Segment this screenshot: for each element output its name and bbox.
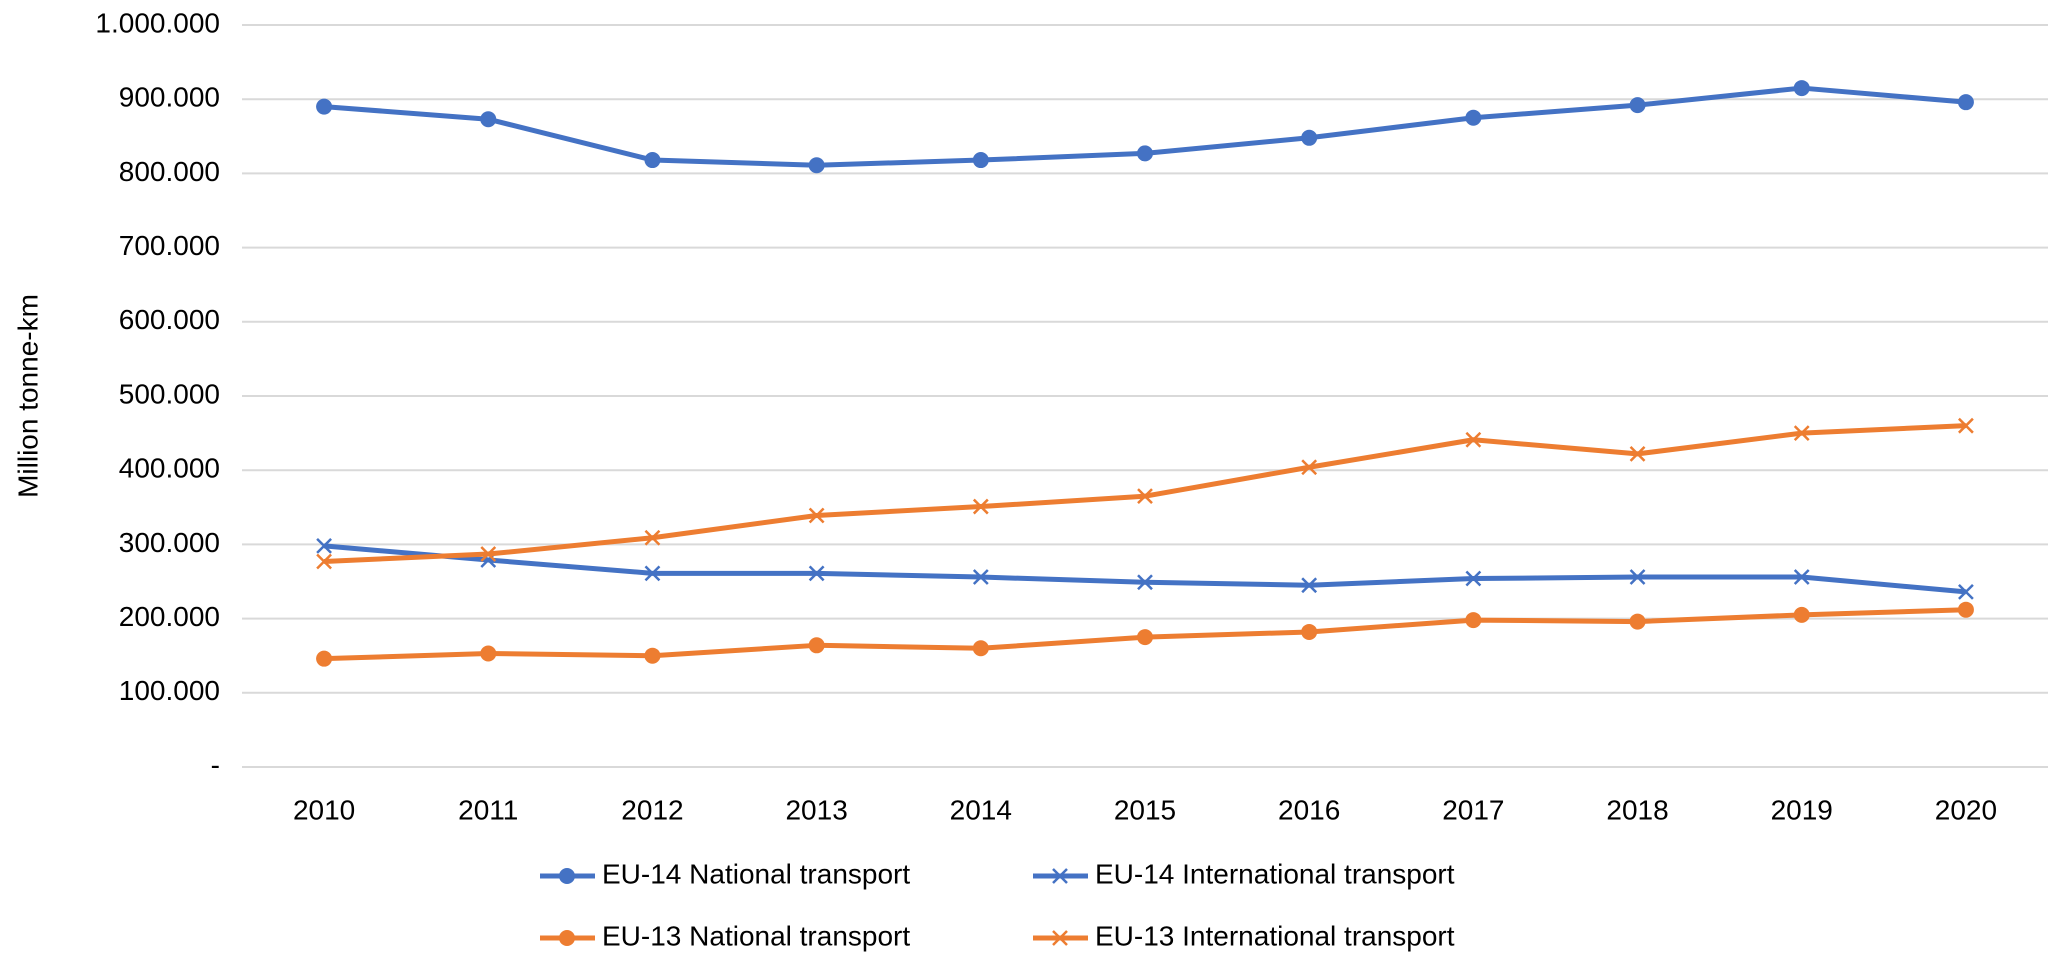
point — [644, 152, 661, 169]
point — [1793, 425, 1810, 441]
y-tick-label: 100.000 — [119, 675, 220, 706]
x-tick-label: 2018 — [1606, 794, 1668, 825]
legend-label: EU-14 International transport — [1095, 858, 1455, 889]
point — [972, 569, 989, 585]
point — [316, 538, 332, 554]
point — [1793, 569, 1810, 585]
point — [1958, 584, 1974, 600]
point — [1629, 445, 1646, 462]
x-tick-label: 2012 — [621, 794, 683, 825]
y-axis-label: Million tonne-km — [12, 294, 43, 498]
point — [1301, 623, 1318, 640]
point — [1465, 109, 1482, 126]
point — [316, 98, 333, 115]
point — [1301, 577, 1318, 594]
series-line — [323, 423, 1967, 564]
point — [1629, 569, 1646, 585]
point — [1958, 417, 1974, 434]
point — [808, 507, 825, 524]
point — [644, 565, 661, 582]
x-tick-label: 2014 — [950, 794, 1012, 825]
y-tick-label: 900.000 — [119, 82, 220, 113]
series-line — [323, 543, 1967, 595]
y-tick-label: 800.000 — [119, 156, 220, 187]
point — [316, 650, 333, 667]
point — [1793, 80, 1810, 97]
y-tick-label: 200.000 — [119, 601, 220, 632]
point — [480, 546, 497, 562]
x-tick-label: 2016 — [1278, 794, 1340, 825]
point — [1301, 459, 1318, 476]
point — [808, 637, 825, 654]
y-tick-label: 700.000 — [119, 230, 220, 261]
point — [1137, 488, 1153, 505]
y-tick-label: - — [211, 749, 220, 780]
point — [1629, 97, 1646, 114]
y-tick-label: 600.000 — [119, 304, 220, 335]
y-tick-label: 1.000.000 — [95, 7, 220, 38]
x-tick-label: 2010 — [293, 794, 355, 825]
point — [808, 157, 825, 174]
legend-label: EU-14 National transport — [602, 858, 910, 889]
point — [1137, 629, 1153, 646]
point — [559, 868, 575, 884]
x-tick-label: 2019 — [1771, 794, 1833, 825]
point — [1793, 606, 1810, 623]
point — [1465, 570, 1482, 587]
y-tick-label: 400.000 — [119, 453, 220, 484]
point — [972, 640, 989, 657]
point — [1301, 129, 1318, 146]
point — [1465, 612, 1482, 629]
point — [480, 645, 497, 662]
point — [1629, 613, 1646, 630]
x-tick-label: 2015 — [1114, 794, 1176, 825]
point — [1957, 601, 1974, 618]
point — [972, 152, 989, 169]
x-tick-label: 2020 — [1935, 794, 1997, 825]
y-tick-label: 500.000 — [119, 378, 220, 409]
point — [644, 529, 661, 546]
point — [316, 553, 332, 570]
point — [1137, 574, 1153, 591]
x-tick-label: 2013 — [785, 794, 847, 825]
point — [1465, 431, 1482, 448]
legend-label: EU-13 International transport — [1095, 920, 1455, 951]
point — [559, 930, 575, 946]
point — [972, 498, 989, 515]
legend-label: EU-13 National transport — [602, 920, 910, 951]
point — [1957, 94, 1974, 111]
point — [1052, 930, 1068, 946]
point — [1137, 145, 1153, 162]
point — [808, 565, 825, 582]
y-tick-label: 300.000 — [119, 527, 220, 558]
x-tick-label: 2017 — [1442, 794, 1504, 825]
point — [1052, 868, 1068, 884]
x-tick-label: 2011 — [458, 794, 518, 825]
point — [480, 111, 497, 128]
point — [644, 647, 661, 664]
